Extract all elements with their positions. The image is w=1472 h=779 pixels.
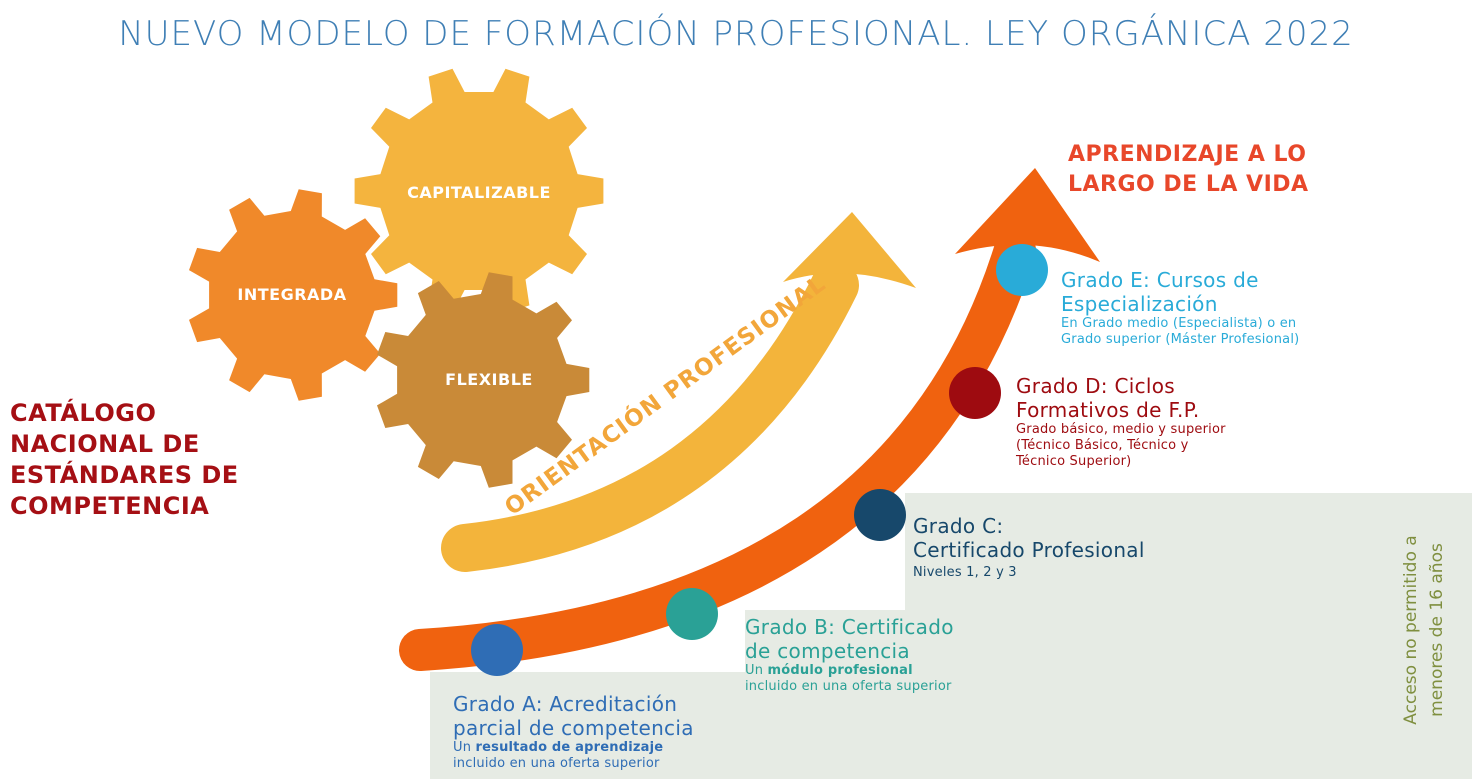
catalog-line: NACIONAL DE [10, 430, 200, 458]
access-restriction-note: Acceso no permitido a menores de 16 años [1398, 510, 1450, 750]
grade-b-description: incluido en una oferta superior [745, 679, 952, 694]
gear-capitalizable-label: CAPITALIZABLE [407, 183, 551, 202]
grade-b-desc-bold: módulo profesional [767, 663, 913, 678]
gear-flex-shape [377, 272, 590, 488]
grade-b-marker [666, 588, 718, 640]
grade-d-title: Grado D: Ciclos [1016, 374, 1175, 398]
grade-b-title: de competencia [745, 639, 910, 663]
grade-a-block: Grado A: Acreditación parcial de compete… [453, 692, 694, 772]
grade-b-title: Grado B: Certificado [745, 615, 954, 639]
gear-capitalizable-icon [354, 68, 604, 314]
page-title: NUEVO MODELO DE FORMACIÓN PROFESIONAL. L… [118, 14, 1354, 54]
grade-b-block: Grado B: Certificado de competencia Un m… [745, 615, 954, 695]
grade-c-description: Niveles 1, 2 y 3 [913, 565, 1017, 580]
grade-b-description: Un módulo profesional [745, 663, 954, 679]
grade-a-title: parcial de competencia [453, 716, 694, 740]
gear-flexible-label: FLEXIBLE [445, 370, 533, 389]
grade-a-desc-bold: resultado de aprendizaje [475, 740, 664, 755]
lifelong-learning-arrow [399, 168, 1100, 671]
access-line: Acceso no permitido a [1401, 535, 1421, 725]
grade-d-marker [949, 367, 1001, 419]
lifelong-learning-heading: APRENDIZAJE A LO LARGO DE LA VIDA [1068, 140, 1309, 200]
grade-d-title: Formativos de F.P. [1016, 398, 1200, 422]
access-line: menores de 16 años [1427, 543, 1447, 717]
gear-integrada-icon [189, 189, 398, 401]
grade-e-description: Grado superior (Máster Profesional) [1061, 332, 1300, 347]
grade-e-title: Especialización [1061, 292, 1218, 316]
grade-d-description: (Técnico Básico, Técnico y [1016, 438, 1189, 453]
restricted-access-panel [430, 493, 1472, 779]
grade-a-marker [471, 624, 523, 676]
grade-a-desc-prefix: Un [453, 740, 476, 755]
grade-a-description: incluido en una oferta superior [453, 756, 660, 771]
grade-a-title: Grado A: Acreditación [453, 692, 678, 716]
gear-int-shape [189, 189, 398, 401]
grade-b-desc-prefix: Un [745, 663, 768, 678]
catalog-heading: CATÁLOGO NACIONAL DE ESTÁNDARES DE COMPE… [10, 398, 239, 522]
grade-e-block: Grado E: Cursos de Especialización En Gr… [1061, 268, 1299, 348]
lifelong-line: APRENDIZAJE A LO [1068, 142, 1307, 167]
gear-cap-shape [354, 68, 604, 314]
grade-c-title: Certificado Profesional [913, 538, 1145, 562]
grade-d-block: Grado D: Ciclos Formativos de F.P. Grado… [1016, 374, 1226, 470]
grade-e-title: Grado E: Cursos de [1061, 268, 1259, 292]
orientation-arrow [441, 212, 916, 572]
grade-d-description: Grado básico, medio y superior [1016, 422, 1226, 437]
grade-e-description: En Grado medio (Especialista) o en [1061, 316, 1297, 331]
grade-c-title: Grado C: [913, 514, 1004, 538]
lifelong-line: LARGO DE LA VIDA [1068, 172, 1309, 197]
catalog-line: ESTÁNDARES DE [10, 461, 239, 489]
catalog-line: COMPETENCIA [10, 492, 210, 520]
grade-c-block: Grado C: Certificado Profesional Niveles… [913, 514, 1145, 581]
gear-flexible-icon [377, 272, 590, 488]
grade-a-description: Un resultado de aprendizaje [453, 740, 694, 756]
grade-d-description: Técnico Superior) [1016, 454, 1132, 469]
grade-c-marker [854, 489, 906, 541]
catalog-line: CATÁLOGO [10, 399, 157, 427]
grade-e-marker [996, 244, 1048, 296]
gear-integrada-label: INTEGRADA [237, 285, 346, 304]
